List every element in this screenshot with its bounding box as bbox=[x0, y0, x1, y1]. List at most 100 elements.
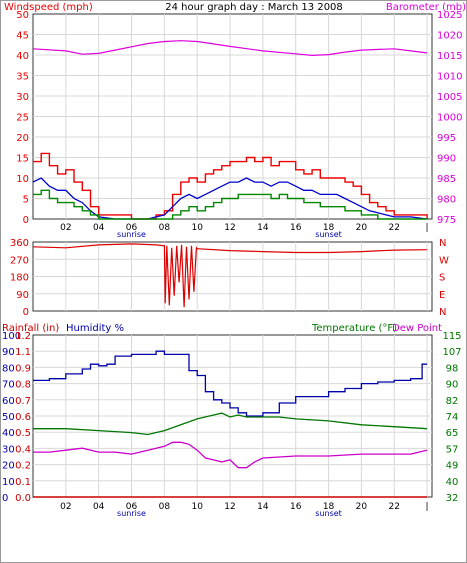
temp-hum-x-tick-label: 08 bbox=[159, 502, 171, 512]
sunset-label: sunset bbox=[315, 230, 342, 239]
wind-x-tick-label: 14 bbox=[257, 223, 269, 233]
rainfall-tick-label: 0.4 bbox=[15, 444, 31, 455]
wind-x-tick-label: 04 bbox=[93, 223, 105, 233]
temp-hum-x-ticks: 02 04 06 08 10 12 14 16 18 20 22 | bbox=[60, 502, 428, 512]
windspeed-tick-label: 5 bbox=[23, 195, 29, 206]
rainfall-ticks: 0.0 0.1 0.2 0.4 0.5 0.6 0.7 0.8 0.9 1.1 1.2 bbox=[15, 331, 31, 504]
direction-degree-label: 0 bbox=[23, 307, 29, 318]
humidity-tick-label: 50 bbox=[2, 412, 15, 423]
wind-x-tick-label: 02 bbox=[60, 223, 71, 233]
barometer-tick-label: 995 bbox=[437, 133, 456, 144]
windspeed-tick-label: 50 bbox=[16, 10, 29, 21]
windspeed-tick-label: 15 bbox=[16, 154, 29, 165]
humidity-tick-label: 40 bbox=[2, 428, 15, 439]
barometer-tick-label: 985 bbox=[437, 174, 456, 185]
wind-series bbox=[32, 40, 428, 220]
windspeed-tick-label: 25 bbox=[16, 113, 29, 124]
barometer-tick-label: 1005 bbox=[437, 92, 462, 103]
temperature-tick-label: 65 bbox=[446, 428, 459, 439]
temp-hum-x-tick-label: 22 bbox=[389, 502, 400, 512]
temperature-tick-label: 115 bbox=[442, 331, 461, 342]
temperature-axis-label: Temperature (°F) bbox=[311, 323, 397, 334]
humidity-line bbox=[33, 350, 428, 417]
low-wind-line bbox=[33, 189, 428, 220]
temperature-tick-label: 90 bbox=[446, 380, 459, 391]
humidity-tick-label: 0 bbox=[2, 493, 8, 504]
temperature-tick-label: 74 bbox=[446, 412, 459, 423]
humidity-ticks: 0 10 20 30 40 50 60 70 80 90 100 bbox=[2, 331, 21, 504]
direction-compass-label: N bbox=[439, 307, 446, 318]
direction-degree-label: 270 bbox=[10, 255, 29, 266]
temperature-tick-label: 98 bbox=[446, 363, 459, 374]
direction-series bbox=[32, 243, 428, 308]
barometer-tick-label: 1015 bbox=[437, 51, 462, 62]
humidity-tick-label: 80 bbox=[2, 363, 15, 374]
humidity-tick-label: 100 bbox=[2, 331, 21, 342]
rainfall-axis-label: Rainfall (in) bbox=[2, 323, 59, 334]
direction-compass-label: W bbox=[439, 255, 449, 266]
rainfall-tick-label: 0.6 bbox=[15, 412, 31, 423]
direction-compass-label: S bbox=[439, 273, 445, 284]
barometer-tick-label: 1000 bbox=[437, 113, 462, 124]
windspeed-tick-label: 45 bbox=[16, 31, 29, 42]
wind-x-tick-label: 08 bbox=[159, 223, 171, 233]
barometer-tick-label: 990 bbox=[437, 154, 456, 165]
rainfall-tick-label: 0.8 bbox=[15, 380, 31, 391]
temperature-tick-label: 82 bbox=[446, 396, 459, 407]
windspeed-tick-label: 30 bbox=[16, 92, 29, 103]
direction-compass-label: E bbox=[439, 290, 445, 301]
barometer-tick-label: 1020 bbox=[437, 31, 462, 42]
wind-x-tick-label: 10 bbox=[191, 223, 203, 233]
temperature-tick-label: 49 bbox=[446, 461, 459, 472]
temp-hum-x-tick-label: 02 bbox=[60, 502, 71, 512]
direction-degree-label: 90 bbox=[16, 290, 29, 301]
temperature-tick-label: 32 bbox=[446, 493, 459, 504]
wind-x-tick-label: 06 bbox=[126, 223, 138, 233]
windspeed-axis-label: Windspeed (mph) bbox=[4, 2, 93, 13]
temp-hum-x-tick-label: | bbox=[426, 502, 429, 512]
wind-x-tick-label: 18 bbox=[323, 223, 335, 233]
windspeed-tick-label: 20 bbox=[16, 133, 29, 144]
rainfall-tick-label: 0.7 bbox=[15, 396, 31, 407]
humidity-tick-label: 60 bbox=[2, 396, 15, 407]
barometer-axis-label: Barometer (mb) bbox=[386, 2, 466, 13]
sunrise-label: sunrise bbox=[117, 230, 146, 239]
humidity-tick-label: 90 bbox=[2, 347, 15, 358]
barometer-line bbox=[32, 40, 428, 57]
humidity-tick-label: 70 bbox=[2, 380, 15, 391]
humidity-tick-label: 20 bbox=[2, 461, 15, 472]
wind-x-tick-label: 16 bbox=[290, 223, 302, 233]
temp-hum-panel: Rainfall (in) Humidity % Temperature (°F… bbox=[2, 323, 462, 518]
temperature-tick-label: 57 bbox=[446, 444, 459, 455]
wind-x-ticks: 02 04 06 08 10 12 14 16 18 20 22 | bbox=[60, 223, 428, 233]
windspeed-ticks: 0 5 10 15 20 25 30 35 40 45 50 bbox=[16, 10, 29, 226]
rainfall-tick-label: 0.2 bbox=[15, 461, 31, 472]
rainfall-tick-label: 0.1 bbox=[15, 477, 31, 488]
wind-x-tick-label: | bbox=[426, 223, 429, 233]
temperature-tick-label: 40 bbox=[446, 477, 459, 488]
temp-hum-x-tick-label: 18 bbox=[323, 502, 335, 512]
barometer-tick-label: 975 bbox=[437, 215, 456, 226]
temp-hum-x-tick-label: 20 bbox=[356, 502, 368, 512]
dewpoint-axis-label: Dew Point bbox=[392, 323, 442, 334]
temp-hum-grid bbox=[33, 335, 432, 497]
temp-hum-x-tick-label: 12 bbox=[224, 502, 235, 512]
rainfall-tick-label: 1.2 bbox=[15, 331, 31, 342]
humidity-tick-label: 30 bbox=[2, 444, 15, 455]
direction-degree-ticks: 0 90 180 270 360 bbox=[10, 238, 29, 318]
direction-grid bbox=[33, 242, 432, 311]
humidity-axis-label: Humidity % bbox=[66, 323, 124, 334]
temp-hum-series bbox=[33, 350, 428, 498]
temp-hum-x-tick-label: 16 bbox=[290, 502, 302, 512]
temperature-ticks: 32 40 49 57 65 74 82 90 98 107 115 bbox=[442, 331, 461, 504]
direction-compass-label: N bbox=[439, 238, 446, 249]
dew-point-line bbox=[33, 441, 428, 469]
temperature-tick-label: 107 bbox=[442, 347, 461, 358]
temperature-line bbox=[33, 412, 428, 436]
direction-degree-label: 360 bbox=[10, 238, 29, 249]
temp-hum-x-tick-label: 10 bbox=[191, 502, 203, 512]
